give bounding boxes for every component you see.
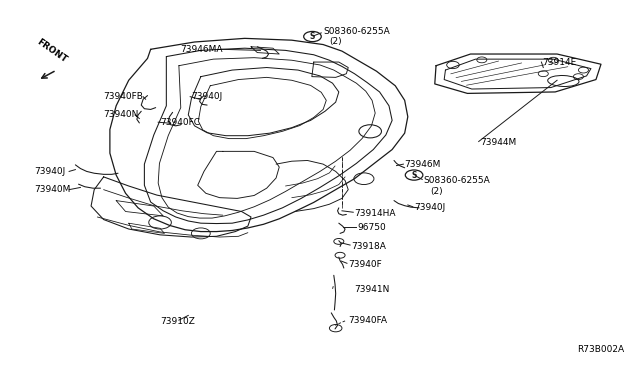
Text: 96750: 96750: [358, 224, 387, 232]
Text: R73B002A: R73B002A: [577, 346, 624, 355]
Text: 73946M: 73946M: [404, 160, 441, 169]
Text: 73940M: 73940M: [35, 185, 71, 194]
Text: 73910Z: 73910Z: [160, 317, 195, 326]
Text: 73946MA: 73946MA: [180, 45, 223, 54]
Text: S08360-6255A: S08360-6255A: [323, 26, 390, 36]
Text: 73940FC: 73940FC: [160, 118, 200, 127]
Text: (2): (2): [330, 38, 342, 46]
Text: 73914HA: 73914HA: [355, 209, 396, 218]
Text: S: S: [412, 171, 417, 180]
Text: 73940J: 73940J: [414, 203, 445, 212]
Text: 73918A: 73918A: [351, 242, 386, 251]
Text: 73940F: 73940F: [348, 260, 382, 269]
Text: S08360-6255A: S08360-6255A: [424, 176, 490, 185]
Text: 73941N: 73941N: [355, 285, 390, 294]
Text: FRONT: FRONT: [35, 38, 69, 65]
Text: 73944M: 73944M: [480, 138, 516, 147]
Text: S: S: [310, 32, 315, 41]
Text: 73940N: 73940N: [104, 110, 139, 119]
Text: 73940FA: 73940FA: [348, 317, 387, 326]
Text: 73940J: 73940J: [191, 92, 223, 101]
Text: 73940J: 73940J: [35, 167, 66, 176]
Text: 73914E: 73914E: [543, 58, 577, 67]
Text: (2): (2): [430, 187, 442, 196]
Text: 73940FB: 73940FB: [104, 92, 143, 101]
